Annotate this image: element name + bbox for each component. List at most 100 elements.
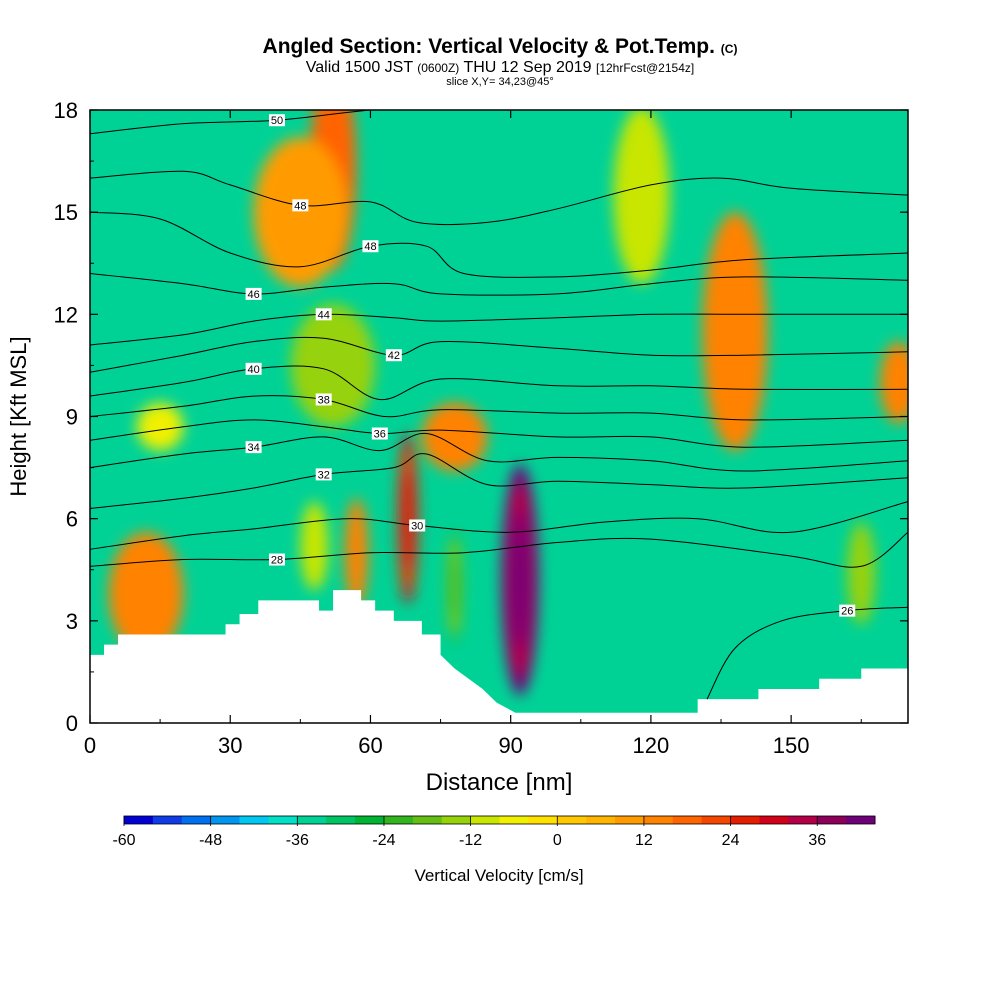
contour-label-48: 48: [362, 240, 379, 253]
velocity-cell: [421, 402, 488, 471]
colorbar-swatch: [470, 816, 500, 824]
contour-label-text: 42: [388, 350, 400, 362]
contour-label-bg: [315, 393, 332, 406]
colorbar-swatch: [355, 816, 385, 824]
colorbar-tick-label: -12: [459, 832, 482, 849]
contour-label-26: 26: [839, 604, 856, 618]
colorbar-tick-label: -48: [199, 832, 222, 849]
contour-50: [90, 110, 376, 135]
potential-temperature-contours: [90, 110, 908, 700]
colorbar-swatch: [528, 816, 558, 824]
velocity-cell: [344, 498, 369, 608]
contour-40: [90, 365, 908, 401]
contour-label-30: 30: [409, 519, 426, 532]
forecast-info: [12hrFcst@2154z]: [595, 61, 695, 75]
colorbar-swatch: [499, 816, 529, 824]
terrain: [90, 590, 908, 723]
contour-label-text: 50: [271, 115, 283, 127]
contour-label-bg: [839, 604, 856, 617]
colorbar-tick-label: 0: [553, 832, 562, 849]
contour-label-32: 32: [315, 468, 332, 481]
contour-label-38: 38: [315, 393, 332, 406]
contour-label-bg: [362, 240, 379, 253]
colorbar-tick-label: 36: [808, 832, 826, 849]
contour-label-text: 48: [294, 200, 306, 212]
colorbar-swatch: [643, 816, 674, 824]
contour-38: [90, 395, 908, 421]
contour-label-46: 46: [245, 287, 262, 301]
terrain-layer: [90, 590, 908, 723]
contour-label-bg: [385, 349, 402, 362]
x-axis-label: Distance [nm]: [426, 769, 573, 796]
contour-32: [90, 453, 908, 509]
contour-44: [90, 313, 908, 346]
contour-48: [90, 211, 908, 278]
contour-labels: 50 48 48 46 44 42 40 38 36 34 32 30 28 26: [245, 114, 856, 618]
colorbar-swatch: [615, 816, 645, 824]
colorbar-swatch: [152, 816, 183, 824]
velocity-cell: [290, 304, 376, 427]
colorbar-swatch: [326, 816, 356, 824]
velocity-cell: [613, 110, 670, 284]
colorbar-swatch: [817, 816, 847, 824]
contour-label-bg: [245, 441, 262, 454]
contour-label-text: 40: [247, 364, 259, 376]
colorbar-swatch: [441, 816, 472, 824]
colorbar-label: Vertical Velocity [cm/s]: [414, 866, 583, 885]
colorbar-tick-label: -24: [372, 832, 395, 849]
colorbar-tick-label: -36: [286, 832, 309, 849]
velocity-cell: [879, 341, 908, 424]
colorbar-swatch: [672, 816, 703, 824]
velocity-cell: [253, 137, 348, 288]
contour-label-40: 40: [245, 362, 262, 376]
velocity-features: [108, 110, 908, 696]
contour-42: [90, 336, 908, 373]
contour-label-text: 30: [411, 520, 423, 532]
contour-label-28: 28: [268, 553, 285, 567]
velocity-cell: [702, 212, 768, 451]
contour-label-bg: [245, 287, 262, 300]
valid-time-line: Valid 1500 JST (0600Z) THU 12 Sep 2019 […: [0, 60, 1000, 76]
contour-28: [90, 531, 908, 568]
colorbar-swatch: [586, 816, 616, 824]
contour-label-42: 42: [385, 349, 402, 362]
colorbar-swatch: [383, 816, 414, 824]
contour-label-bg: [292, 199, 309, 212]
colorbar-swatch: [412, 816, 443, 824]
contour-label-bg: [371, 427, 388, 440]
colorbar-tick-label: 24: [722, 832, 740, 849]
colorbar-swatch: [730, 816, 760, 824]
contour-label-text: 36: [374, 429, 386, 441]
x-tick-label: 150: [773, 733, 810, 758]
y-tick-label: 3: [66, 609, 78, 634]
y-axis-label: Height [Kft MSL]: [6, 336, 31, 496]
chart-title: Angled Section: Vertical Velocity & Pot.…: [0, 36, 1000, 60]
contour-label-bg: [315, 308, 332, 321]
velocity-cell: [300, 501, 329, 591]
contour-label-text: 48: [364, 241, 376, 253]
chart-title-tag: (C): [720, 42, 738, 56]
contour-label-bg: [245, 362, 262, 375]
contour-label-50: 50: [268, 114, 285, 127]
colorbar-swatch: [210, 816, 241, 824]
colorbar: -60 -48 -36 -24 -12 0 12 24 36: [112, 815, 876, 849]
colorbar-swatch: [759, 816, 789, 824]
contour-48: [90, 170, 908, 226]
y-tick-label: 12: [54, 302, 78, 327]
contour-label-text: 34: [247, 442, 259, 454]
vertical-velocity-field: [90, 110, 908, 723]
contour-label-text: 26: [841, 606, 853, 618]
velocity-cell: [847, 522, 876, 625]
contour-label-text: 46: [247, 289, 259, 301]
colorbar-swatch: [181, 816, 212, 824]
colorbar-swatch: [268, 816, 298, 824]
valid-date: THU 12 Sep 2019: [463, 59, 592, 76]
slice-info: slice X,Y= 34,23@45°: [446, 76, 554, 88]
contour-label-bg: [268, 114, 285, 127]
contour-34: [90, 432, 908, 472]
x-tick-label: 0: [84, 733, 96, 758]
colorbar-swatch: [239, 816, 269, 824]
x-tick-label: 90: [498, 733, 522, 758]
